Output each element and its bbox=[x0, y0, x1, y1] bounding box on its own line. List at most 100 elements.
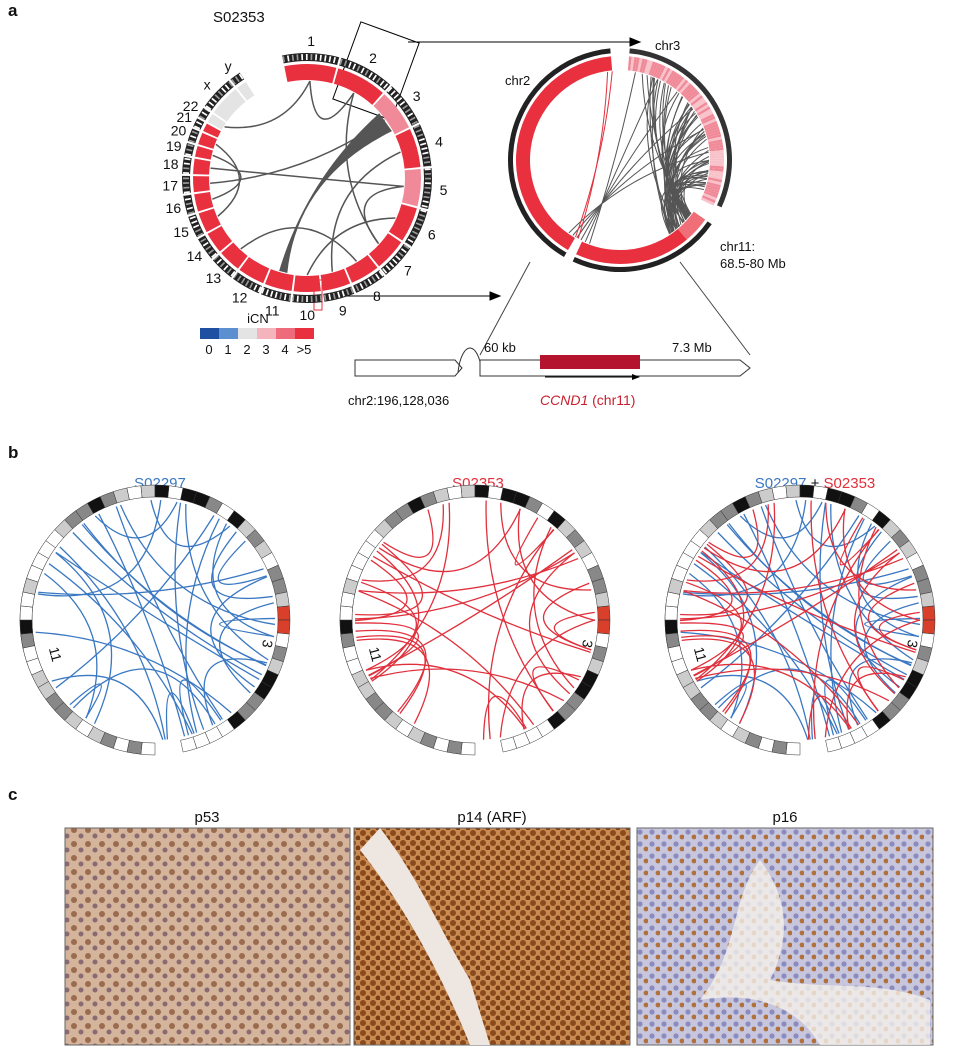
band bbox=[423, 156, 430, 160]
band bbox=[413, 226, 421, 231]
band bbox=[355, 284, 360, 292]
copy-number bbox=[703, 190, 718, 199]
copy-number bbox=[207, 114, 226, 130]
copy-number bbox=[194, 191, 214, 212]
link bbox=[55, 552, 113, 724]
band bbox=[402, 104, 408, 110]
zoom-label: chr3 bbox=[655, 38, 680, 53]
copy-number bbox=[697, 106, 711, 116]
band bbox=[337, 58, 339, 64]
link bbox=[355, 629, 427, 713]
link bbox=[532, 666, 580, 712]
band bbox=[265, 289, 270, 296]
band bbox=[332, 57, 336, 64]
band bbox=[226, 267, 232, 274]
copy-number bbox=[709, 160, 724, 164]
link bbox=[179, 679, 222, 736]
link bbox=[174, 502, 205, 730]
band bbox=[205, 245, 212, 251]
band bbox=[257, 286, 262, 293]
copy-number bbox=[709, 170, 724, 175]
band bbox=[371, 276, 376, 282]
band bbox=[244, 280, 250, 287]
link bbox=[37, 500, 162, 597]
band bbox=[183, 191, 190, 194]
link bbox=[679, 552, 900, 620]
link bbox=[659, 82, 691, 215]
link bbox=[660, 181, 707, 235]
link bbox=[580, 91, 678, 241]
link bbox=[683, 590, 860, 726]
ideogram bbox=[182, 156, 192, 174]
link bbox=[858, 526, 900, 689]
link bbox=[664, 87, 688, 220]
track-label: 7.3 Mb bbox=[672, 340, 712, 355]
band bbox=[188, 139, 195, 143]
ideogram-band bbox=[785, 484, 801, 498]
link bbox=[358, 590, 535, 726]
link bbox=[665, 106, 692, 224]
copy-number bbox=[388, 204, 417, 241]
link bbox=[848, 658, 913, 726]
ideogram-band bbox=[771, 485, 788, 500]
legend-label: 4 bbox=[281, 342, 288, 357]
band bbox=[183, 182, 190, 185]
copy-number bbox=[667, 71, 678, 85]
ideogram-band bbox=[446, 485, 463, 500]
link bbox=[370, 502, 451, 681]
ideogram bbox=[212, 254, 237, 278]
ideogram-band bbox=[664, 619, 678, 635]
band bbox=[183, 186, 190, 189]
band bbox=[261, 287, 265, 294]
band bbox=[310, 295, 313, 302]
band bbox=[208, 249, 214, 255]
link bbox=[704, 546, 811, 740]
ideogram-band bbox=[180, 736, 198, 753]
copy-number bbox=[700, 197, 715, 206]
copy-number bbox=[237, 81, 255, 101]
link bbox=[717, 668, 861, 725]
ideogram-band bbox=[597, 605, 611, 621]
band bbox=[315, 54, 318, 61]
link bbox=[864, 602, 919, 694]
copy-number bbox=[193, 176, 210, 193]
band bbox=[197, 232, 204, 237]
link bbox=[211, 531, 273, 600]
link bbox=[150, 499, 231, 548]
link bbox=[696, 550, 745, 682]
legend-swatch bbox=[257, 328, 276, 339]
link bbox=[360, 581, 417, 671]
copy-number bbox=[701, 195, 716, 204]
chromosome-label: 21 bbox=[177, 109, 193, 125]
band bbox=[231, 78, 237, 85]
copy-number bbox=[707, 133, 722, 140]
link bbox=[864, 617, 921, 638]
copy-number bbox=[709, 165, 724, 170]
band bbox=[420, 142, 427, 146]
band bbox=[398, 251, 404, 257]
link bbox=[383, 509, 434, 558]
track: 60 kb 7.3 Mb chr2:196,128,036 CCND1 (chr… bbox=[348, 340, 751, 408]
title-part: + bbox=[811, 475, 820, 492]
link bbox=[72, 532, 263, 676]
copy-number bbox=[198, 132, 218, 149]
band bbox=[185, 153, 192, 156]
band bbox=[205, 105, 212, 111]
copy-number bbox=[706, 131, 721, 138]
link bbox=[693, 563, 838, 735]
band bbox=[186, 206, 193, 210]
band bbox=[392, 258, 398, 264]
chromosome-label: 17 bbox=[162, 177, 178, 193]
link bbox=[72, 668, 216, 725]
band bbox=[208, 101, 215, 107]
band bbox=[301, 54, 304, 61]
legend-label: >5 bbox=[297, 342, 312, 357]
band bbox=[415, 129, 422, 133]
legend-label: 0 bbox=[205, 342, 212, 357]
zoom-label: chr11: bbox=[720, 239, 755, 254]
band bbox=[183, 167, 190, 170]
copy-number bbox=[705, 126, 720, 133]
link bbox=[577, 71, 609, 239]
segment bbox=[354, 359, 463, 377]
band bbox=[352, 63, 357, 70]
